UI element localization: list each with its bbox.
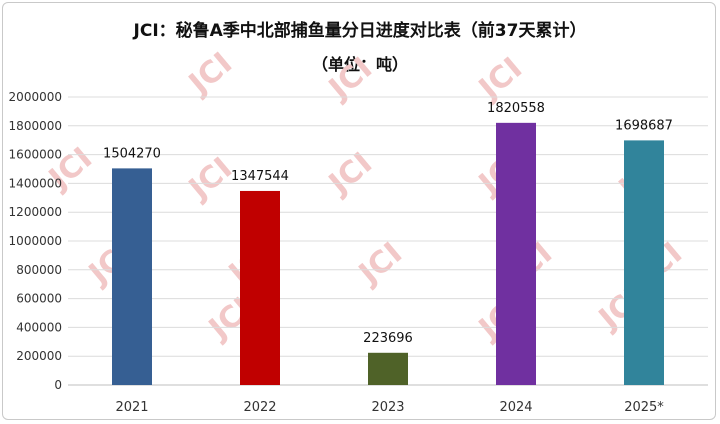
data-label: 223696 xyxy=(363,331,413,346)
bar-2023 xyxy=(368,352,408,385)
watermark-text: JCI xyxy=(181,46,239,103)
bar-2024 xyxy=(496,122,536,385)
gridlines xyxy=(68,96,708,386)
data-label: 1698687 xyxy=(615,118,673,133)
y-tick-label: 1200000 xyxy=(9,205,62,219)
y-tick-label: 200000 xyxy=(16,349,62,363)
bar-2022 xyxy=(240,190,280,385)
watermark-text: JCI xyxy=(351,236,409,293)
data-label: 1504270 xyxy=(103,146,161,161)
x-tick-label: 2022 xyxy=(243,400,276,415)
data-labels: 1504270 1347544 223696 1820558 1698687 xyxy=(103,101,673,346)
data-label: 1820558 xyxy=(487,101,545,116)
y-axis-ticks: 0 200000 400000 600000 800000 1000000 1200000 1… xyxy=(9,90,62,392)
y-tick-label: 1400000 xyxy=(9,176,62,190)
y-tick-label: 1800000 xyxy=(9,119,62,133)
y-tick-label: 0 xyxy=(54,378,62,392)
watermark-text: JCI xyxy=(471,51,529,108)
x-tick-label: 2025* xyxy=(624,400,664,415)
y-tick-label: 1000000 xyxy=(9,234,62,248)
y-tick-label: 1600000 xyxy=(9,148,62,162)
data-label: 1347544 xyxy=(231,169,289,184)
y-tick-label: 800000 xyxy=(16,263,62,277)
x-tick-label: 2023 xyxy=(371,400,404,415)
x-axis-labels: 2021 2022 2023 2024 2025* xyxy=(115,400,664,415)
bars xyxy=(112,122,664,385)
y-tick-label: 2000000 xyxy=(9,90,62,104)
chart-title: JCI：秘鲁A季中北部捕鱼量分日进度对比表（前37天累计） xyxy=(133,21,587,41)
chart-frame xyxy=(2,2,716,420)
bar-2021 xyxy=(112,168,152,385)
watermark-text: JCI xyxy=(321,51,379,108)
y-tick-label: 600000 xyxy=(16,292,62,306)
y-tick-label: 400000 xyxy=(16,320,62,334)
x-tick-label: 2021 xyxy=(115,400,148,415)
x-tick-label: 2024 xyxy=(499,400,532,415)
chart-subtitle: （单位：吨） xyxy=(311,55,408,74)
bar-2025 xyxy=(624,140,664,385)
